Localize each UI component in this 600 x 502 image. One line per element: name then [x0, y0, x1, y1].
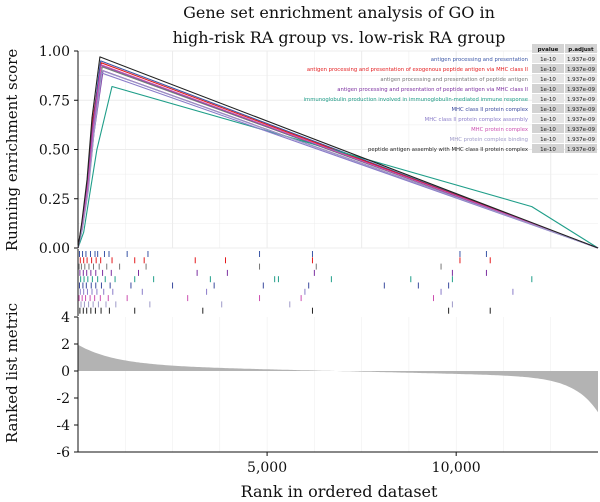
legend-entry-name: MHC class II protein complex	[451, 107, 528, 113]
chart-title-line2: high-risk RA group vs. low-risk RA group	[173, 28, 506, 47]
table-cell	[532, 114, 564, 123]
legend-entry-name: immunoglobulin production involved in im…	[304, 97, 528, 103]
legend-entry-name: antigen processing and presentation of p…	[337, 87, 528, 93]
table-cell	[532, 124, 564, 133]
ranked-y-tick-label: -2	[56, 391, 70, 407]
table-pvalue: 1e-10	[540, 127, 556, 133]
table-pvalue: 1e-10	[540, 67, 556, 73]
legend-table: pvalue p.adjust antigen processing and pre…	[304, 44, 597, 153]
running-y-tick-label: 0.50	[39, 143, 70, 159]
table-cell	[532, 74, 564, 83]
running-y-axis-label: Running enrichment score	[3, 49, 21, 252]
running-y-tick-label: 0.75	[39, 93, 70, 109]
ranked-y-tick-label: 0	[61, 364, 70, 380]
table-pvalue: 1e-10	[540, 137, 556, 143]
table-header-cell	[565, 44, 597, 53]
x-tick-label: 5,000	[247, 460, 287, 476]
ranked-y-tick-label: -6	[56, 445, 70, 461]
ranked-y-tick-label: 4	[61, 310, 70, 326]
table-cell	[565, 74, 597, 83]
running-y-tick-label: 0.25	[39, 192, 70, 208]
table-cell	[532, 54, 564, 63]
table-padjust: 1.937e-09	[567, 147, 596, 153]
ranked-y-tick-label: -4	[56, 418, 70, 434]
table-cell	[532, 104, 564, 113]
legend-entry-name: MHC class II protein complex assembly	[425, 117, 528, 123]
table-cell	[565, 64, 597, 73]
table-cell	[532, 134, 564, 143]
legend-entry-name: MHC protein complex	[471, 127, 528, 133]
legend-entry-name: antigen processing and presentation of e…	[307, 67, 529, 73]
table-cell	[532, 84, 564, 93]
series-line	[77, 56, 599, 249]
series-line	[77, 70, 599, 249]
series-line	[77, 64, 599, 249]
table-padjust: 1.937e-09	[567, 87, 596, 93]
table-cell	[565, 134, 597, 143]
running-y-tick-label: 1.00	[39, 44, 70, 60]
table-cell	[532, 144, 564, 153]
table-padjust: 1.937e-09	[567, 77, 596, 83]
chart-title-line1: Gene set enrichment analysis of GO in	[183, 3, 495, 22]
table-header-pvalue: pvalue	[538, 47, 559, 53]
legend-entry-name: MHC protein complex binding	[450, 137, 528, 143]
table-cell	[565, 124, 597, 133]
table-header-cell	[532, 44, 564, 53]
legend-entry-name: peptide antigen assembly with MHC class …	[368, 147, 528, 153]
table-cell	[565, 84, 597, 93]
table-cell	[565, 54, 597, 63]
table-pvalue: 1e-10	[540, 147, 556, 153]
table-cell	[532, 94, 564, 103]
table-pvalue: 1e-10	[540, 87, 556, 93]
table-padjust: 1.937e-09	[567, 117, 596, 123]
ranked-y-axis-label: Ranked list metric	[3, 303, 21, 443]
table-padjust: 1.937e-09	[567, 57, 596, 63]
table-pvalue: 1e-10	[540, 107, 556, 113]
table-padjust: 1.937e-09	[567, 107, 596, 113]
rug-plot-area	[78, 249, 598, 316]
table-padjust: 1.937e-09	[567, 67, 596, 73]
x-tick-label: 10,000	[432, 460, 481, 476]
ranked-y-tick-label: 2	[61, 337, 70, 353]
table-padjust: 1.937e-09	[567, 97, 596, 103]
hit-rug-panel	[77, 249, 598, 316]
ranked-metric-panel: 4 2 0 -2 -4 -6 5,000 10,000	[56, 310, 598, 476]
table-cell	[565, 114, 597, 123]
table-cell	[565, 94, 597, 103]
table-pvalue: 1e-10	[540, 117, 556, 123]
table-pvalue: 1e-10	[540, 57, 556, 63]
table-pvalue: 1e-10	[540, 77, 556, 83]
table-padjust: 1.937e-09	[567, 137, 596, 143]
table-header-padjust: p.adjust	[568, 47, 594, 53]
legend-entry-name: antigen processing and presentation	[431, 57, 528, 63]
legend-entry-name: antigen processing and presentation of p…	[380, 77, 528, 83]
table-pvalue: 1e-10	[540, 97, 556, 103]
table-padjust: 1.937e-09	[567, 127, 596, 133]
table-cell	[565, 144, 597, 153]
table-cell	[565, 104, 597, 113]
running-y-tick-label: 0.00	[39, 241, 70, 257]
ranked-plot-area	[78, 317, 598, 452]
x-axis-label: Rank in ordered dataset	[241, 482, 438, 501]
series-line	[77, 85, 599, 249]
table-cell	[532, 64, 564, 73]
